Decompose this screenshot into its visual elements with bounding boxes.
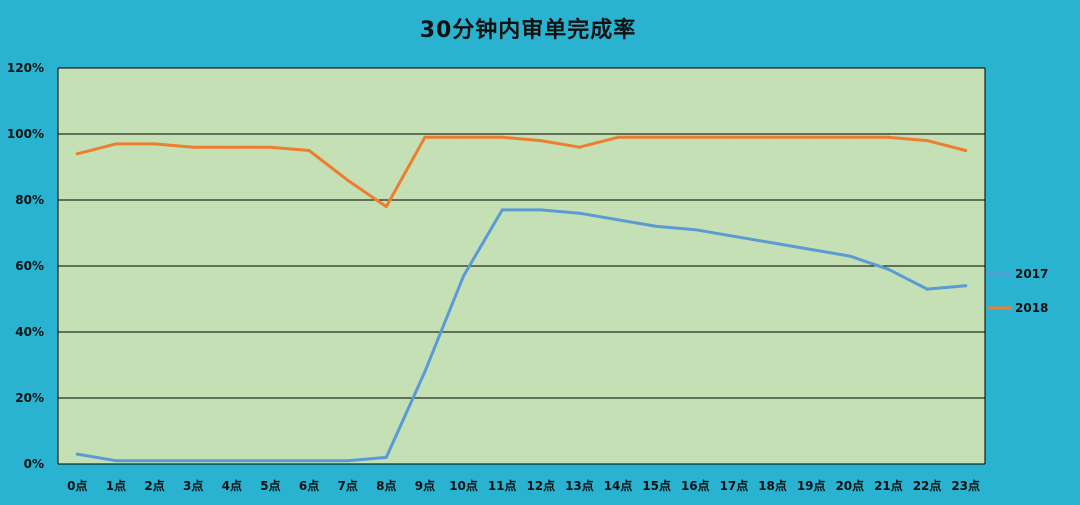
data-point-2017 xyxy=(462,274,466,278)
y-tick-label: 40% xyxy=(15,325,44,339)
data-point-2017 xyxy=(848,254,852,258)
data-point-2017 xyxy=(616,218,620,222)
y-tick-label: 20% xyxy=(15,391,44,405)
data-point-2018 xyxy=(423,135,427,139)
data-point-2018 xyxy=(577,145,581,149)
x-tick-label: 10点 xyxy=(449,478,478,493)
x-tick-label: 19点 xyxy=(797,478,826,493)
data-point-2018 xyxy=(500,135,504,139)
x-tick-label: 22点 xyxy=(913,478,942,493)
chart-title: 30分钟内审单完成率 xyxy=(419,18,637,43)
y-tick-label: 80% xyxy=(15,193,44,207)
data-point-2018 xyxy=(191,145,195,149)
data-point-2017 xyxy=(75,452,79,456)
x-tick-label: 16点 xyxy=(681,478,710,493)
data-point-2018 xyxy=(655,135,659,139)
legend-label-2018: 2018 xyxy=(1015,301,1048,315)
data-point-2018 xyxy=(75,152,79,156)
x-tick-label: 4点 xyxy=(222,478,242,493)
data-point-2017 xyxy=(230,459,234,463)
data-point-2018 xyxy=(346,178,350,182)
x-tick-label: 12点 xyxy=(526,478,555,493)
data-point-2017 xyxy=(268,459,272,463)
x-tick-label: 13点 xyxy=(565,478,594,493)
data-point-2018 xyxy=(230,145,234,149)
x-tick-label: 23点 xyxy=(951,478,980,493)
data-point-2017 xyxy=(693,228,697,232)
data-point-2018 xyxy=(539,139,543,143)
x-tick-label: 21点 xyxy=(874,478,903,493)
x-tick-label: 14点 xyxy=(604,478,633,493)
data-point-2018 xyxy=(732,135,736,139)
data-point-2018 xyxy=(809,135,813,139)
x-tick-label: 3点 xyxy=(183,478,203,493)
data-point-2018 xyxy=(886,135,890,139)
data-point-2018 xyxy=(268,145,272,149)
data-point-2017 xyxy=(771,241,775,245)
x-tick-label: 2点 xyxy=(144,478,164,493)
data-point-2017 xyxy=(539,208,543,212)
x-tick-label: 11点 xyxy=(488,478,517,493)
x-tick-label: 6点 xyxy=(299,478,319,493)
data-point-2017 xyxy=(577,211,581,215)
y-tick-label: 120% xyxy=(7,61,44,75)
y-tick-label: 100% xyxy=(7,127,44,141)
x-tick-label: 0点 xyxy=(67,478,87,493)
data-point-2017 xyxy=(809,248,813,251)
x-tick-label: 1点 xyxy=(106,478,126,493)
data-point-2017 xyxy=(886,267,890,271)
data-point-2018 xyxy=(925,139,929,143)
series-line-2017 xyxy=(75,208,968,463)
data-point-2018 xyxy=(616,135,620,139)
data-point-2017 xyxy=(655,224,659,228)
x-tick-label: 8点 xyxy=(376,478,396,493)
data-point-2017 xyxy=(423,370,427,374)
data-point-2017 xyxy=(346,459,350,463)
y-tick-label: 60% xyxy=(15,259,44,273)
data-point-2018 xyxy=(307,149,311,152)
x-tick-label: 7点 xyxy=(338,478,358,493)
data-point-2018 xyxy=(771,135,775,139)
x-tick-label: 18点 xyxy=(758,478,787,493)
data-point-2018 xyxy=(693,135,697,139)
data-point-2017 xyxy=(732,234,736,238)
data-point-2018 xyxy=(153,142,157,146)
x-tick-label: 17点 xyxy=(720,478,749,493)
data-point-2017 xyxy=(500,208,504,212)
legend-label-2017: 2017 xyxy=(1015,267,1048,281)
data-point-2017 xyxy=(307,459,311,463)
data-point-2017 xyxy=(114,459,118,463)
data-point-2017 xyxy=(964,284,968,288)
x-tick-label: 9点 xyxy=(415,478,435,493)
y-tick-label: 0% xyxy=(24,457,44,471)
data-point-2017 xyxy=(191,459,195,463)
data-point-2018 xyxy=(384,205,388,209)
data-point-2018 xyxy=(848,135,852,139)
data-point-2018 xyxy=(114,142,118,146)
data-point-2017 xyxy=(925,287,929,291)
data-point-2018 xyxy=(964,149,968,152)
series-line-2018 xyxy=(75,135,968,209)
x-tick-label: 15点 xyxy=(642,478,671,493)
x-tick-label: 5点 xyxy=(260,478,280,493)
x-tick-label: 20点 xyxy=(835,478,864,493)
data-point-2018 xyxy=(462,135,466,139)
data-point-2017 xyxy=(153,459,157,463)
data-point-2017 xyxy=(384,455,388,459)
